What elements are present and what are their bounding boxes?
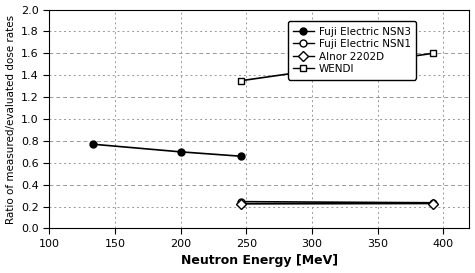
Alnor 2202D	[430, 202, 436, 205]
Line: Alnor 2202D: Alnor 2202D	[238, 200, 436, 207]
WENDI	[430, 52, 436, 55]
Fuji Electric NSN3	[238, 155, 244, 158]
Legend: Fuji Electric NSN3, Fuji Electric NSN1, Alnor 2202D, WENDI: Fuji Electric NSN3, Fuji Electric NSN1, …	[288, 21, 416, 79]
Fuji Electric NSN3	[178, 150, 183, 153]
Fuji Electric NSN1	[430, 201, 436, 204]
Line: WENDI: WENDI	[238, 50, 436, 84]
Alnor 2202D	[238, 202, 244, 206]
Y-axis label: Ratio of measured/evaluated dose rates: Ratio of measured/evaluated dose rates	[6, 14, 16, 224]
Line: Fuji Electric NSN1: Fuji Electric NSN1	[238, 198, 436, 206]
WENDI	[238, 79, 244, 82]
X-axis label: Neutron Energy [MeV]: Neutron Energy [MeV]	[181, 254, 338, 268]
Fuji Electric NSN3	[90, 143, 95, 146]
Fuji Electric NSN1	[238, 200, 244, 203]
Line: Fuji Electric NSN3: Fuji Electric NSN3	[89, 141, 245, 160]
